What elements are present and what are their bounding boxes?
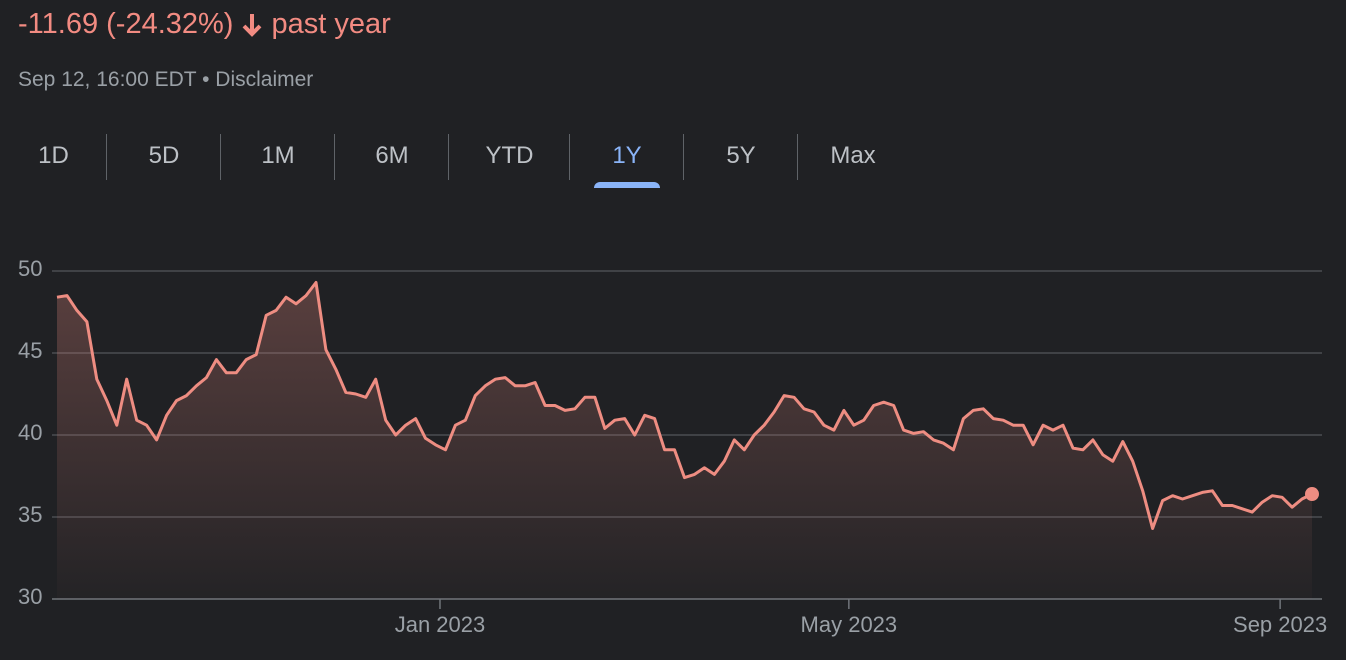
range-tab[interactable]: 1D	[0, 128, 107, 184]
range-tab[interactable]: 6M	[335, 128, 449, 184]
change-period: past year	[271, 8, 391, 40]
change-value: -11.69 (-24.32%)	[18, 8, 234, 40]
y-tick-label: 45	[18, 338, 42, 363]
range-tab[interactable]: YTD	[449, 128, 570, 184]
range-tabs: 1D 5D 1M 6M YTD 1Y 5Y Max	[0, 128, 908, 188]
timestamp: Sep 12, 16:00 EDT	[18, 68, 197, 91]
separator: •	[202, 68, 210, 91]
range-tab[interactable]: 5Y	[684, 128, 798, 184]
down-arrow-icon	[243, 13, 262, 37]
y-tick-label: 50	[18, 256, 42, 281]
range-tab[interactable]: 1M	[221, 128, 335, 184]
area-fill	[57, 282, 1312, 599]
x-tick-label: Jan 2023	[395, 612, 486, 637]
last-point	[1305, 487, 1319, 502]
meta-line: Sep 12, 16:00 EDT • Disclaimer	[18, 68, 313, 92]
range-tab[interactable]: 5D	[107, 128, 221, 184]
x-tick-label: May 2023	[801, 612, 898, 637]
disclaimer-link[interactable]: Disclaimer	[215, 68, 314, 91]
y-tick-label: 30	[18, 584, 42, 609]
price-line	[56, 281, 1313, 530]
y-tick-label: 40	[18, 420, 42, 445]
range-tab[interactable]: 1Y	[570, 128, 684, 188]
price-change: -11.69 (-24.32%) past year	[18, 8, 391, 41]
range-tab[interactable]: Max	[830, 142, 876, 169]
active-indicator	[594, 182, 660, 188]
y-tick-label: 35	[18, 502, 42, 527]
x-tick-label: Sep 2023	[1233, 612, 1327, 637]
